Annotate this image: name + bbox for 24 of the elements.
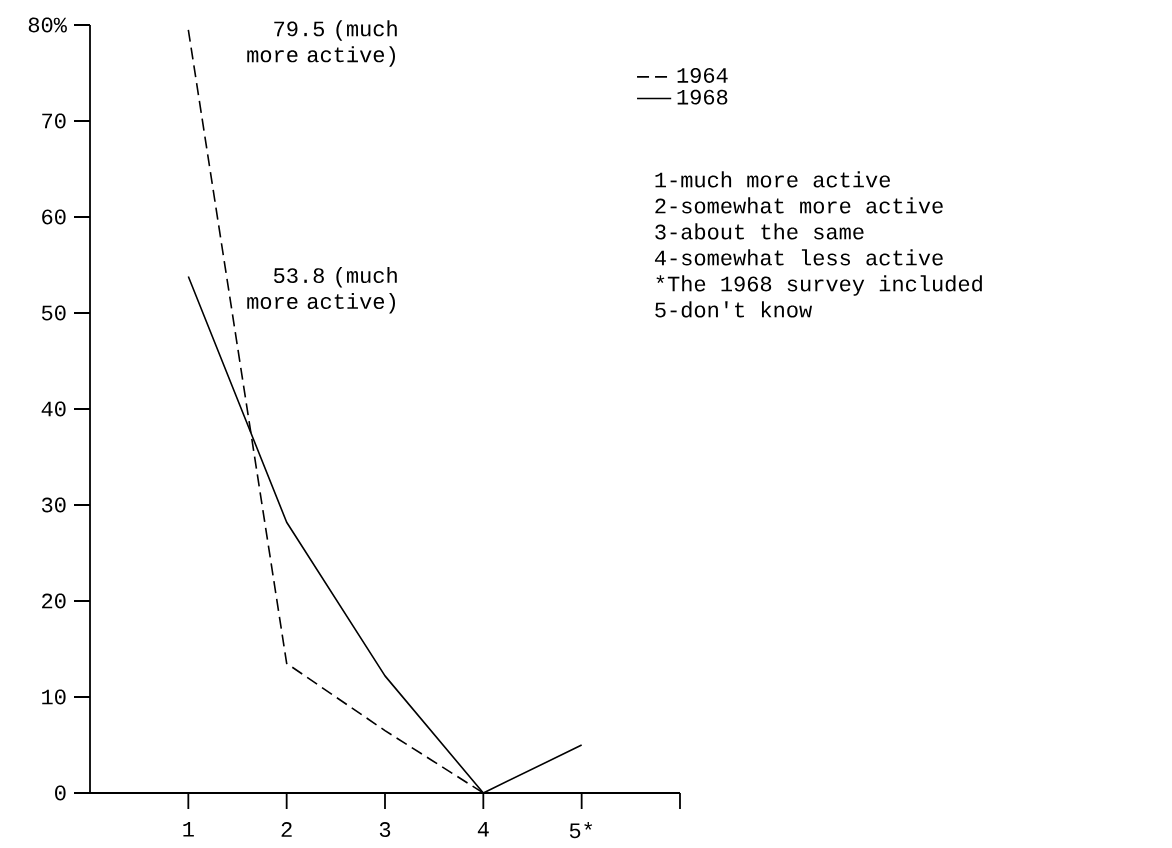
annotation: 79.5 (much more active) — [247, 20, 397, 67]
x-tick-label: 5* — [569, 822, 593, 839]
y-tick-label: 0 — [55, 785, 66, 801]
legend-label: 1968 — [677, 89, 728, 105]
x-tick-label: 3 — [379, 822, 391, 837]
annotation: 1-much more active — [655, 171, 890, 188]
x-tick-label: 1 — [183, 822, 194, 837]
y-tick-label: 50 — [41, 305, 66, 321]
annotation: 5-don't know — [655, 301, 812, 318]
y-tick-label: 40 — [41, 401, 66, 417]
annotation: *The 1968 survey included — [656, 275, 982, 296]
y-tick-label: 80% — [28, 17, 67, 33]
x-tick-label: 4 — [477, 822, 489, 837]
y-tick-label: 30 — [41, 497, 66, 513]
y-tick-label: 70 — [42, 113, 66, 129]
y-tick-label: 20 — [42, 593, 66, 609]
annotation: 2-somewhat more active — [655, 197, 943, 214]
annotation: 53.8 (much more active) — [247, 266, 397, 314]
annotation: 3-about the same — [655, 223, 864, 240]
annotation: 4-somewhat less active — [654, 249, 943, 266]
x-tick-label: 2 — [281, 822, 292, 837]
y-tick-label: 60 — [42, 209, 66, 225]
y-tick-label: 10 — [42, 689, 66, 705]
legend-label: 1964 — [677, 67, 728, 83]
